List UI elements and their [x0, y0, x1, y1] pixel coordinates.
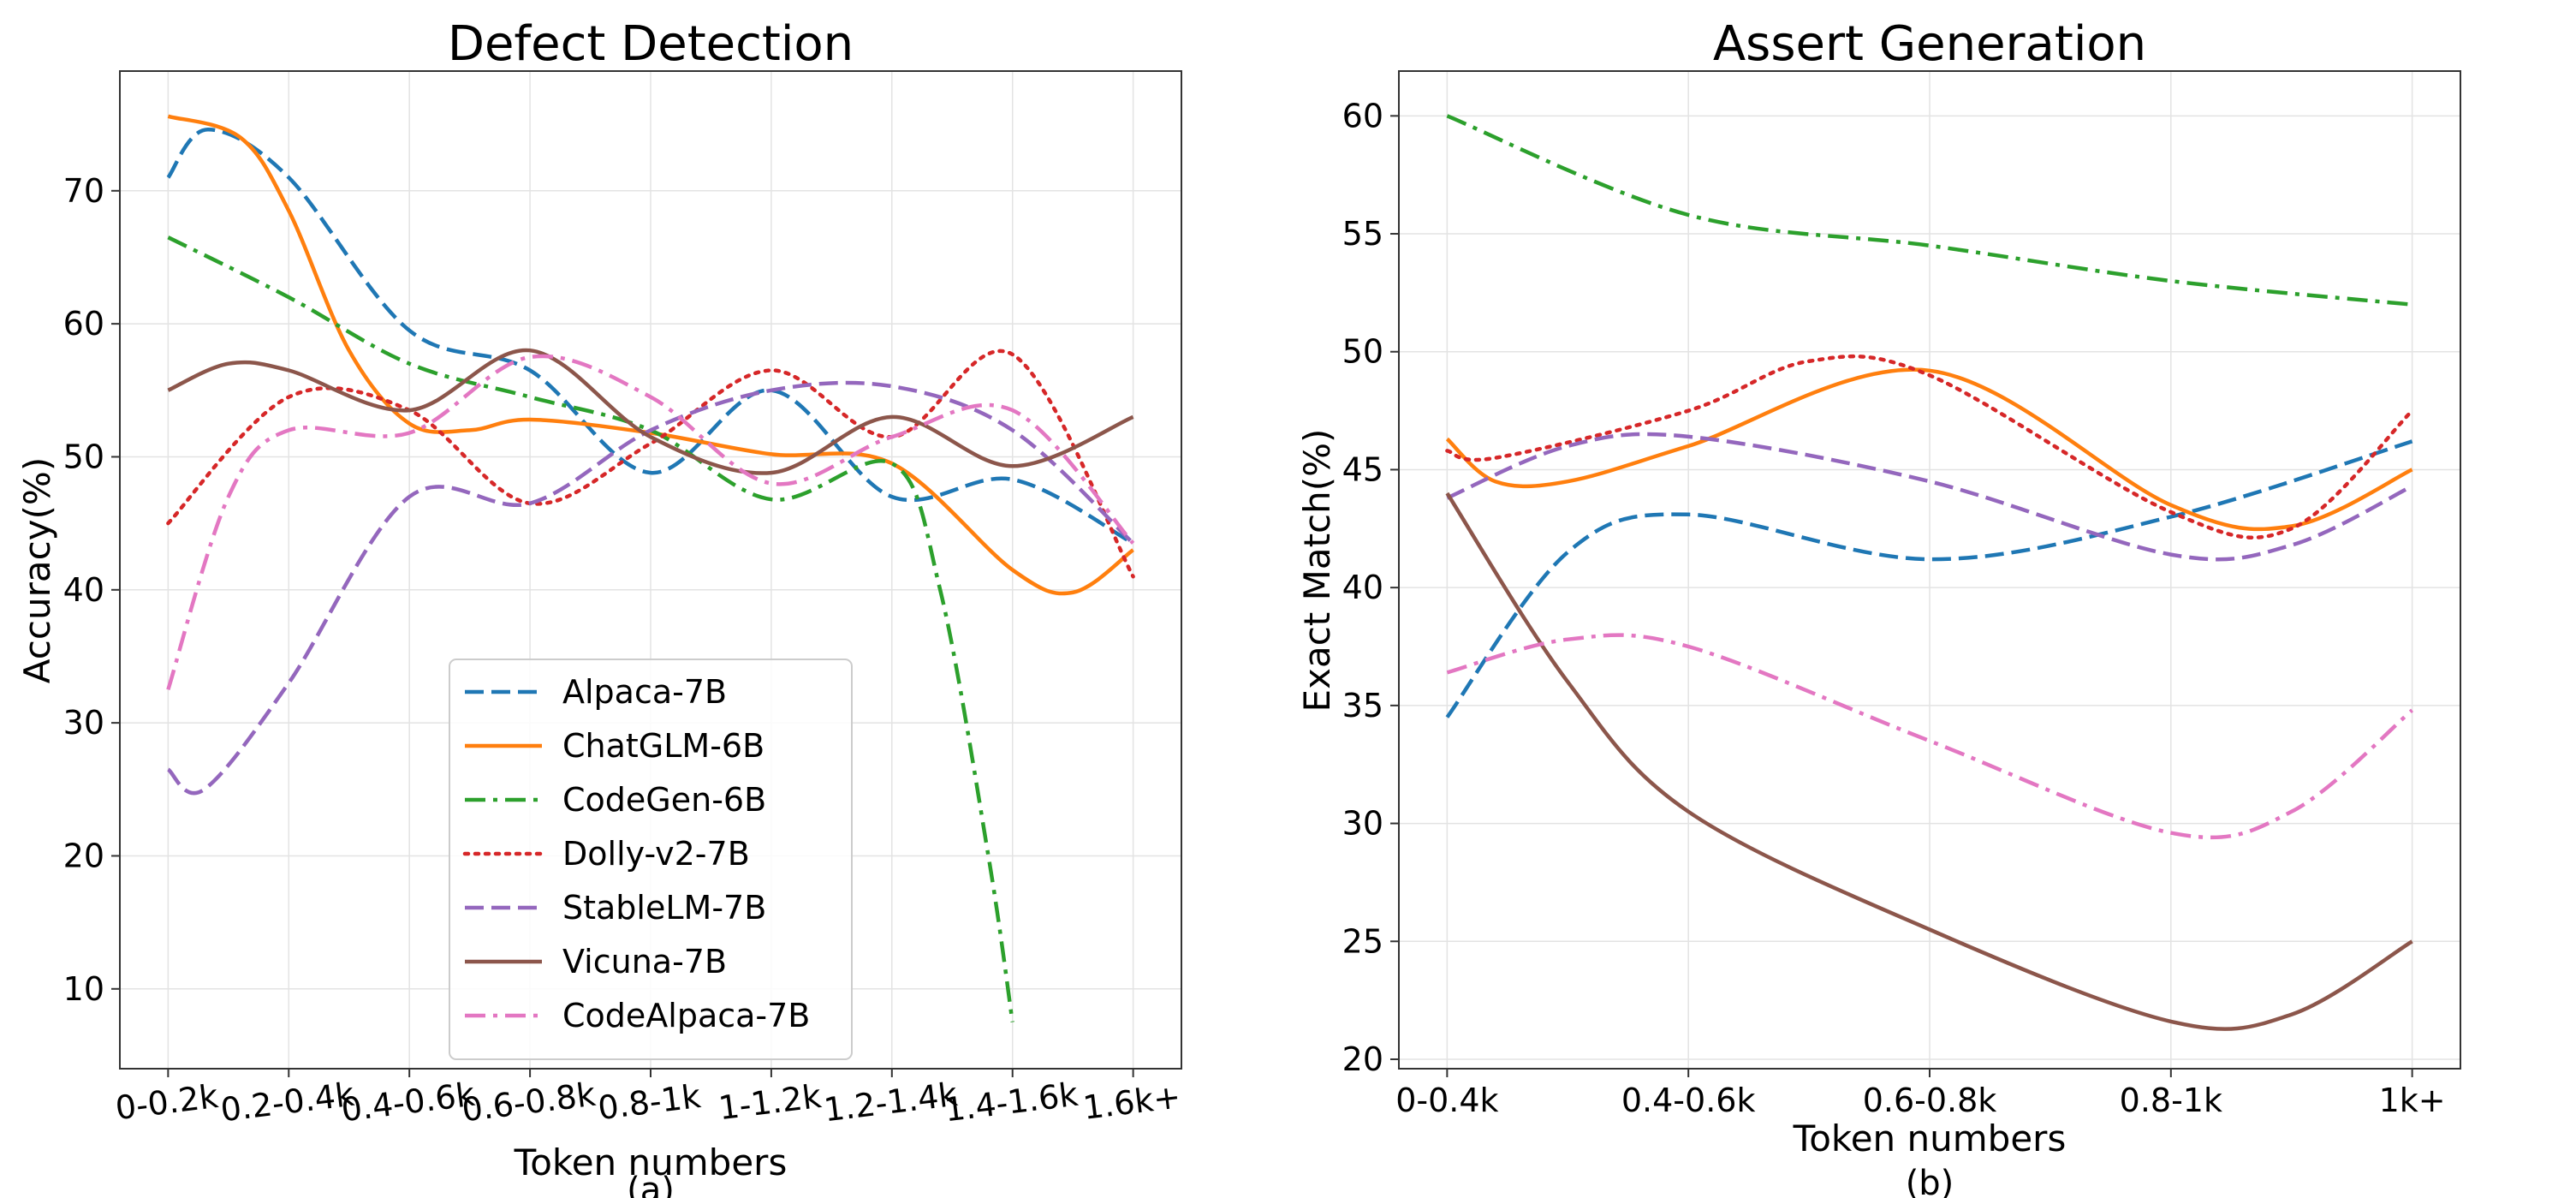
panel-assert-generation: 0-0.4k 0.4-0.6k 0.6-0.8k 0.8-1k 1k+ 20 25 30 35 4… [1296, 16, 2461, 1198]
panel-b-y-tick-label: 50 [1342, 333, 1383, 371]
panel-a-gridlines [120, 71, 1181, 1069]
panel-b-series-vicuna-7b [1445, 492, 2413, 1031]
panel-a-series-stablelm-7b [166, 380, 1135, 796]
legend-label-codealpaca-7b: CodeAlpaca-7B [562, 997, 810, 1034]
panel-b-x-tick-label: 0.4-0.6k [1621, 1082, 1756, 1119]
panel-a-x-axis-label: Token numbers [514, 1141, 788, 1183]
panel-b-y-tick-label: 60 [1342, 97, 1383, 134]
panel-b-x-tick-label: 0.6-0.8k [1863, 1082, 1997, 1119]
panel-b-y-axis-label: Exact Match(%) [1296, 429, 1338, 712]
panel-a-series-alpaca-7b [166, 128, 1134, 545]
panel-b-y-tick-label: 30 [1342, 805, 1383, 843]
panel-a-title: Defect Detection [448, 16, 854, 72]
panel-b-y-tick-label: 25 [1342, 922, 1383, 960]
panel-b-title: Assert Generation [1713, 16, 2146, 72]
panel-a-x-tick-label: 0.2-0.4k [218, 1076, 356, 1129]
panel-a-x-tick-label: 0-0.2k [113, 1077, 220, 1127]
legend-label-alpaca-7b: Alpaca-7B [562, 673, 727, 711]
panel-a-y-tick-label: 70 [63, 172, 104, 210]
panel-a-x-tick-label: 0.8-1k [596, 1077, 703, 1127]
legend-label-dolly-v2-7b: Dolly-v2-7B [562, 835, 750, 873]
legend-label-chatglm-6b: ChatGLM-6B [562, 727, 764, 765]
panel-b-y-tick-label: 55 [1342, 215, 1383, 253]
panel-b-series-codealpaca-7b [1446, 633, 2414, 840]
panel-b-series [1445, 114, 2414, 1031]
panel-b-x-tick-label: 1k+ [2379, 1082, 2446, 1119]
panel-a-y-tick-label: 10 [63, 970, 104, 1008]
legend-label-codegen-6b: CodeGen-6B [562, 781, 766, 819]
panel-a-series [166, 114, 1135, 1022]
panel-a-series-vicuna-7b [167, 348, 1134, 475]
panel-a-x-tick-label: 1.4-1.6k [943, 1076, 1080, 1129]
panel-a-x-tick-label: 1.2-1.4k [822, 1076, 960, 1129]
panel-b-gridlines [1399, 71, 2460, 1069]
legend: Alpaca-7B ChatGLM-6B CodeGen-6B Dolly-v2-7B… [449, 659, 853, 1060]
panel-a-series-codealpaca-7b [166, 354, 1135, 690]
panel-b-series-stablelm-7b [1446, 432, 2413, 562]
panel-a-y-tick-label: 30 [63, 704, 104, 742]
panel-b-x-tick-label: 0-0.4k [1395, 1082, 1498, 1119]
panel-a-y-axis-label: Accuracy(%) [16, 457, 58, 683]
panel-b-x-tick-label: 0.8-1k [2120, 1082, 2222, 1119]
panel-b-series-codegen-6b [1446, 114, 2412, 307]
panel-b-y-tick-label: 40 [1342, 569, 1383, 606]
panel-a-series-chatglm-6b [167, 114, 1134, 596]
panel-a-x-tick-label: 1-1.2k [717, 1077, 824, 1127]
panel-a-y-tick-label: 20 [63, 837, 104, 874]
legend-box [449, 659, 853, 1060]
panel-a-x-tick-label: 0.6-0.8k [460, 1076, 598, 1129]
panel-b-series-alpaca-7b [1445, 439, 2413, 718]
panel-b-sublabel: (b) [1906, 1164, 1954, 1198]
panel-a-y-tick-label: 40 [63, 571, 104, 609]
panel-a-y-tick-label: 60 [63, 305, 104, 343]
legend-label-stablelm-7b: StableLM-7B [562, 889, 766, 927]
legend-label-vicuna-7b: Vicuna-7B [562, 943, 727, 980]
panel-a-x-tick-label: 1.6k+ [1081, 1077, 1183, 1127]
panel-b-y-tick-label: 35 [1342, 687, 1383, 724]
panel-a-x-tick-label: 0.4-0.6k [339, 1076, 477, 1129]
panel-b-y-tick-label: 45 [1342, 450, 1383, 488]
panel-b-ticks: 0-0.4k 0.4-0.6k 0.6-0.8k 0.8-1k 1k+ 20 25 30 35 4… [1342, 97, 2446, 1119]
panel-b-y-tick-label: 20 [1342, 1040, 1383, 1078]
panel-a-sublabel: (a) [627, 1171, 675, 1198]
panel-a-y-tick-label: 50 [63, 438, 104, 475]
panel-b-x-axis-label: Token numbers [1793, 1118, 2067, 1159]
panel-defect-detection: 0-0.2k0.2-0.4k0.4-0.6k0.6-0.8k0.8-1k 1-1.… [16, 16, 1182, 1198]
panel-b-series-dolly-v2-7b [1445, 354, 2414, 539]
panel-b-series-chatglm-6b [1445, 367, 2413, 532]
